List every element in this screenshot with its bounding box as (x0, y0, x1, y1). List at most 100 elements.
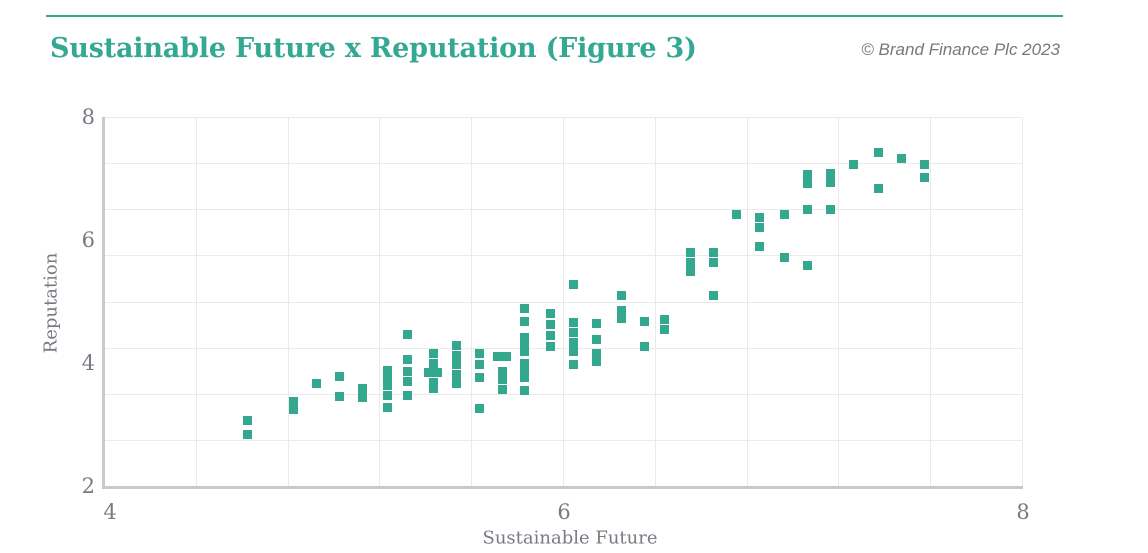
data-point (382, 380, 392, 390)
data-point (492, 352, 502, 362)
data-point (896, 153, 906, 163)
y-gridline (105, 393, 1023, 395)
data-point (428, 359, 438, 369)
data-point (660, 314, 670, 324)
data-point (474, 359, 484, 369)
y-tick-label: 2 (81, 474, 95, 498)
data-point (639, 341, 649, 351)
data-point (242, 415, 252, 425)
data-point (754, 223, 764, 233)
y-gridline (105, 163, 1023, 165)
x-axis-title: Sustainable Future (482, 527, 658, 549)
data-point (428, 349, 438, 359)
data-point (825, 177, 835, 187)
y-tick-label: 6 (81, 228, 95, 252)
data-point (334, 372, 344, 382)
data-point (708, 290, 718, 300)
x-tick-label: 6 (557, 500, 571, 524)
data-point (403, 355, 413, 365)
data-point (616, 291, 626, 301)
data-point (497, 384, 507, 394)
data-point (825, 204, 835, 214)
data-point (568, 327, 578, 337)
data-point (591, 334, 601, 344)
data-point (403, 376, 413, 386)
data-point (568, 337, 578, 347)
data-point (848, 160, 858, 170)
data-point (825, 169, 835, 179)
y-gridline (105, 347, 1023, 349)
y-gridline (105, 117, 1023, 118)
copyright-notice: © Brand Finance Plc 2023 (861, 40, 1060, 59)
data-point (545, 309, 555, 319)
data-point (382, 373, 392, 383)
y-tick-label: 8 (81, 105, 95, 129)
y-gridline (105, 255, 1023, 257)
data-point (428, 377, 438, 387)
data-point (357, 392, 367, 402)
data-point (497, 367, 507, 377)
data-point (403, 367, 413, 377)
data-point (685, 266, 695, 276)
data-point (639, 316, 649, 326)
data-point (382, 366, 392, 376)
data-point (520, 347, 530, 357)
data-point (779, 210, 789, 220)
data-point (545, 330, 555, 340)
data-point (403, 391, 413, 401)
data-point (520, 304, 530, 314)
data-point (502, 352, 512, 362)
chart-title: Sustainable Future x Reputation (Figure … (50, 33, 697, 64)
data-point (708, 247, 718, 257)
data-point (451, 378, 461, 388)
data-point (451, 359, 461, 369)
data-point (685, 247, 695, 257)
data-point (288, 405, 298, 415)
data-point (428, 384, 438, 394)
data-point (568, 279, 578, 289)
data-point (474, 348, 484, 358)
data-point (802, 178, 812, 188)
data-point (403, 329, 413, 339)
data-point (616, 305, 626, 315)
data-point (754, 241, 764, 251)
data-point (919, 172, 929, 182)
data-point (802, 261, 812, 271)
data-point (685, 257, 695, 267)
data-point (591, 356, 601, 366)
data-point (802, 170, 812, 180)
plot-area (102, 117, 1023, 489)
data-point (731, 210, 741, 220)
y-gridline (105, 301, 1023, 303)
data-point (779, 253, 789, 263)
y-gridline (105, 439, 1023, 441)
data-point (545, 320, 555, 330)
data-point (616, 314, 626, 324)
y-axis-title: Reputation (40, 252, 62, 354)
data-point (568, 359, 578, 369)
data-point (520, 385, 530, 395)
data-point (288, 396, 298, 406)
data-point (591, 319, 601, 329)
data-point (357, 384, 367, 394)
data-point (311, 379, 321, 389)
data-point (451, 369, 461, 379)
data-point (520, 332, 530, 342)
data-point (802, 204, 812, 214)
data-point (568, 347, 578, 357)
data-point (568, 317, 578, 327)
x-tick-label: 4 (103, 500, 117, 524)
data-point (424, 368, 434, 378)
data-point (754, 213, 764, 223)
data-point (334, 392, 344, 402)
y-tick-label: 4 (81, 351, 95, 375)
data-point (474, 404, 484, 413)
header-accent-rule (46, 15, 1063, 17)
data-point (545, 341, 555, 351)
data-point (591, 348, 601, 358)
data-point (451, 340, 461, 350)
data-point (520, 316, 530, 326)
data-point (873, 184, 883, 194)
data-point (520, 340, 530, 350)
